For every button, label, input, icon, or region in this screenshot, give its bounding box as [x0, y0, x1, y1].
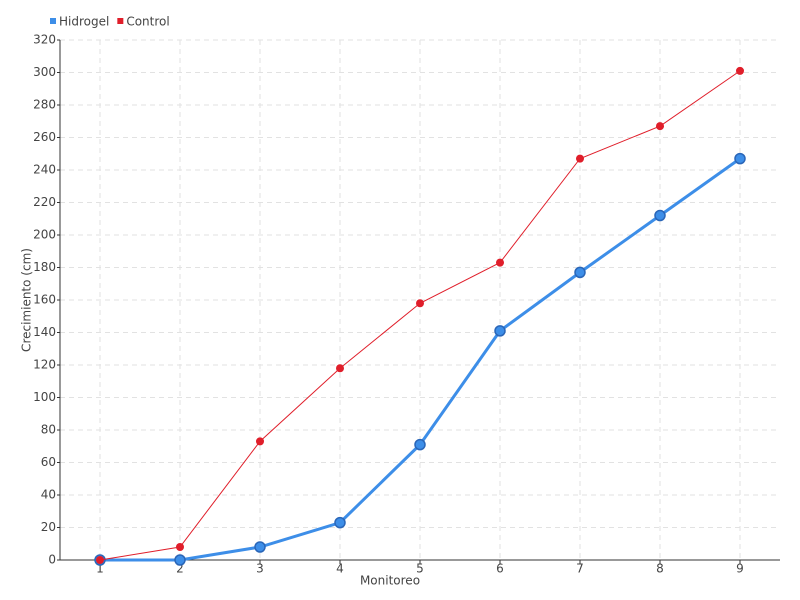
- y-tick-label: 200: [33, 228, 56, 242]
- legend: Hidrogel Control: [50, 15, 170, 29]
- x-tick-label: 4: [336, 562, 344, 576]
- y-tick-label: 320: [33, 33, 56, 47]
- x-tick-label: 7: [576, 562, 584, 576]
- data-point: [334, 516, 346, 529]
- x-tick-label: 6: [496, 562, 504, 576]
- y-tick-label: 40: [41, 488, 56, 502]
- x-tick-label: 9: [736, 562, 744, 576]
- y-tick-label: 240: [33, 163, 56, 177]
- data-point: [174, 554, 186, 566]
- data-point: [254, 541, 266, 553]
- x-tick-label: 2: [176, 562, 184, 576]
- y-tick-label: 100: [33, 390, 56, 404]
- x-tick-label: 3: [256, 562, 264, 576]
- data-point: [256, 437, 264, 446]
- y-tick-label: 120: [33, 358, 56, 372]
- data-point: [574, 266, 586, 279]
- x-tick-label: 8: [656, 562, 664, 576]
- data-point: [96, 556, 104, 564]
- x-tick-label: 5: [416, 562, 424, 576]
- data-point: [414, 438, 426, 451]
- data-point: [176, 543, 184, 551]
- x-axis-label: Monitoreo: [360, 574, 420, 588]
- data-point: [416, 299, 424, 308]
- legend-label: Hidrogel: [59, 15, 109, 29]
- data-point: [576, 154, 584, 163]
- data-point: [734, 152, 746, 165]
- legend-swatch: [117, 18, 124, 24]
- data-point: [336, 364, 344, 373]
- y-tick-label: 220: [33, 195, 56, 209]
- grid: [60, 39, 780, 561]
- y-tick-label: 140: [33, 325, 56, 339]
- legend-swatch: [50, 18, 56, 24]
- y-tick-label: 20: [41, 520, 56, 534]
- y-axis-label: Crecimiento (cm): [20, 248, 34, 352]
- data-point: [736, 66, 744, 75]
- data-point: [656, 122, 664, 131]
- data-point: [494, 325, 506, 337]
- y-tick-label: 300: [33, 65, 56, 79]
- y-tick-label: 260: [33, 130, 56, 144]
- y-tick-label: 0: [48, 553, 56, 567]
- y-tick-label: 160: [33, 293, 56, 307]
- y-tick-label: 80: [41, 423, 56, 437]
- data-point: [654, 209, 666, 222]
- series-line: [99, 70, 741, 561]
- y-tick-label: 280: [33, 98, 56, 112]
- y-tick-label: 180: [33, 260, 56, 274]
- y-tick-label: 60: [41, 455, 56, 469]
- x-tick-label: 1: [96, 562, 104, 576]
- data-point: [496, 258, 504, 267]
- legend-label: Control: [126, 15, 169, 29]
